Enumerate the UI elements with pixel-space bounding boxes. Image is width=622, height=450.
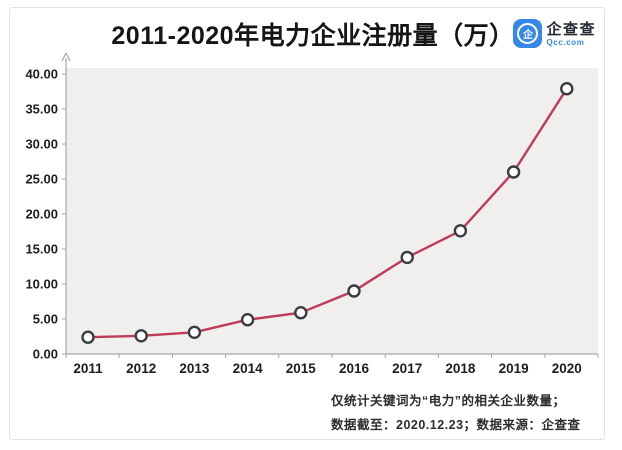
brand-domain: Qcc.com (546, 37, 585, 47)
y-axis-arrow (61, 52, 71, 62)
plot-area (66, 68, 598, 354)
footnote-line1: 仅统计关键词为“电力”的相关企业数量； (331, 394, 566, 408)
y-tick-label: 0.00 (33, 347, 58, 362)
x-tick-label: 2013 (179, 361, 210, 376)
data-point-2013 (187, 325, 202, 339)
data-point-2014 (240, 313, 255, 327)
qichacha-logo-icon: 企 (513, 19, 543, 48)
footnote-line2: 数据截至：2020.12.23；数据来源：企查查 (331, 418, 581, 432)
data-point-2012 (134, 329, 148, 343)
y-tick-label: 40.00 (25, 67, 58, 82)
y-tick-label: 25.00 (25, 172, 58, 187)
data-point-2017 (400, 250, 414, 265)
y-tick-label: 5.00 (33, 312, 58, 327)
data-point-2011 (81, 330, 95, 344)
x-tick-label: 2017 (392, 361, 422, 376)
data-point-2018 (453, 224, 468, 238)
qichacha-logo: 企 企查查 Qcc.com (513, 19, 596, 48)
brand-name: 企查查 (546, 20, 596, 38)
x-tick-label: 2016 (339, 361, 370, 376)
data-point-2020 (560, 81, 574, 96)
data-point-2016 (347, 284, 361, 298)
y-tick-label: 35.00 (25, 102, 58, 117)
x-tick-label: 2020 (552, 361, 582, 376)
logo-text: 企查查 Qcc.com (546, 21, 596, 47)
data-point-2019 (506, 165, 521, 179)
data-point-2015 (294, 306, 308, 320)
y-tick-label: 15.00 (25, 242, 58, 257)
header: 2011-2020年电力企业注册量（万） 企 企查查 Qcc.com (30, 16, 596, 54)
y-tick-label: 10.00 (25, 277, 58, 292)
x-tick-label: 2012 (126, 361, 156, 376)
x-tick-label: 2014 (233, 361, 264, 376)
y-tick-label: 20.00 (25, 207, 58, 222)
series-line (87, 88, 568, 339)
x-tick-label: 2018 (445, 361, 476, 376)
logo-ring-glyph: 企 (517, 23, 539, 44)
x-tick-label: 2015 (286, 361, 317, 376)
x-tick-label: 2011 (73, 361, 103, 376)
chart-title: 2011-2020年电力企业注册量（万） (111, 22, 515, 50)
x-tick-label: 2019 (499, 361, 529, 376)
y-tick-label: 30.00 (25, 137, 58, 152)
footnote: 仅统计关键词为“电力”的相关企业数量； 数据截至：2020.12.23；数据来源… (331, 389, 581, 437)
